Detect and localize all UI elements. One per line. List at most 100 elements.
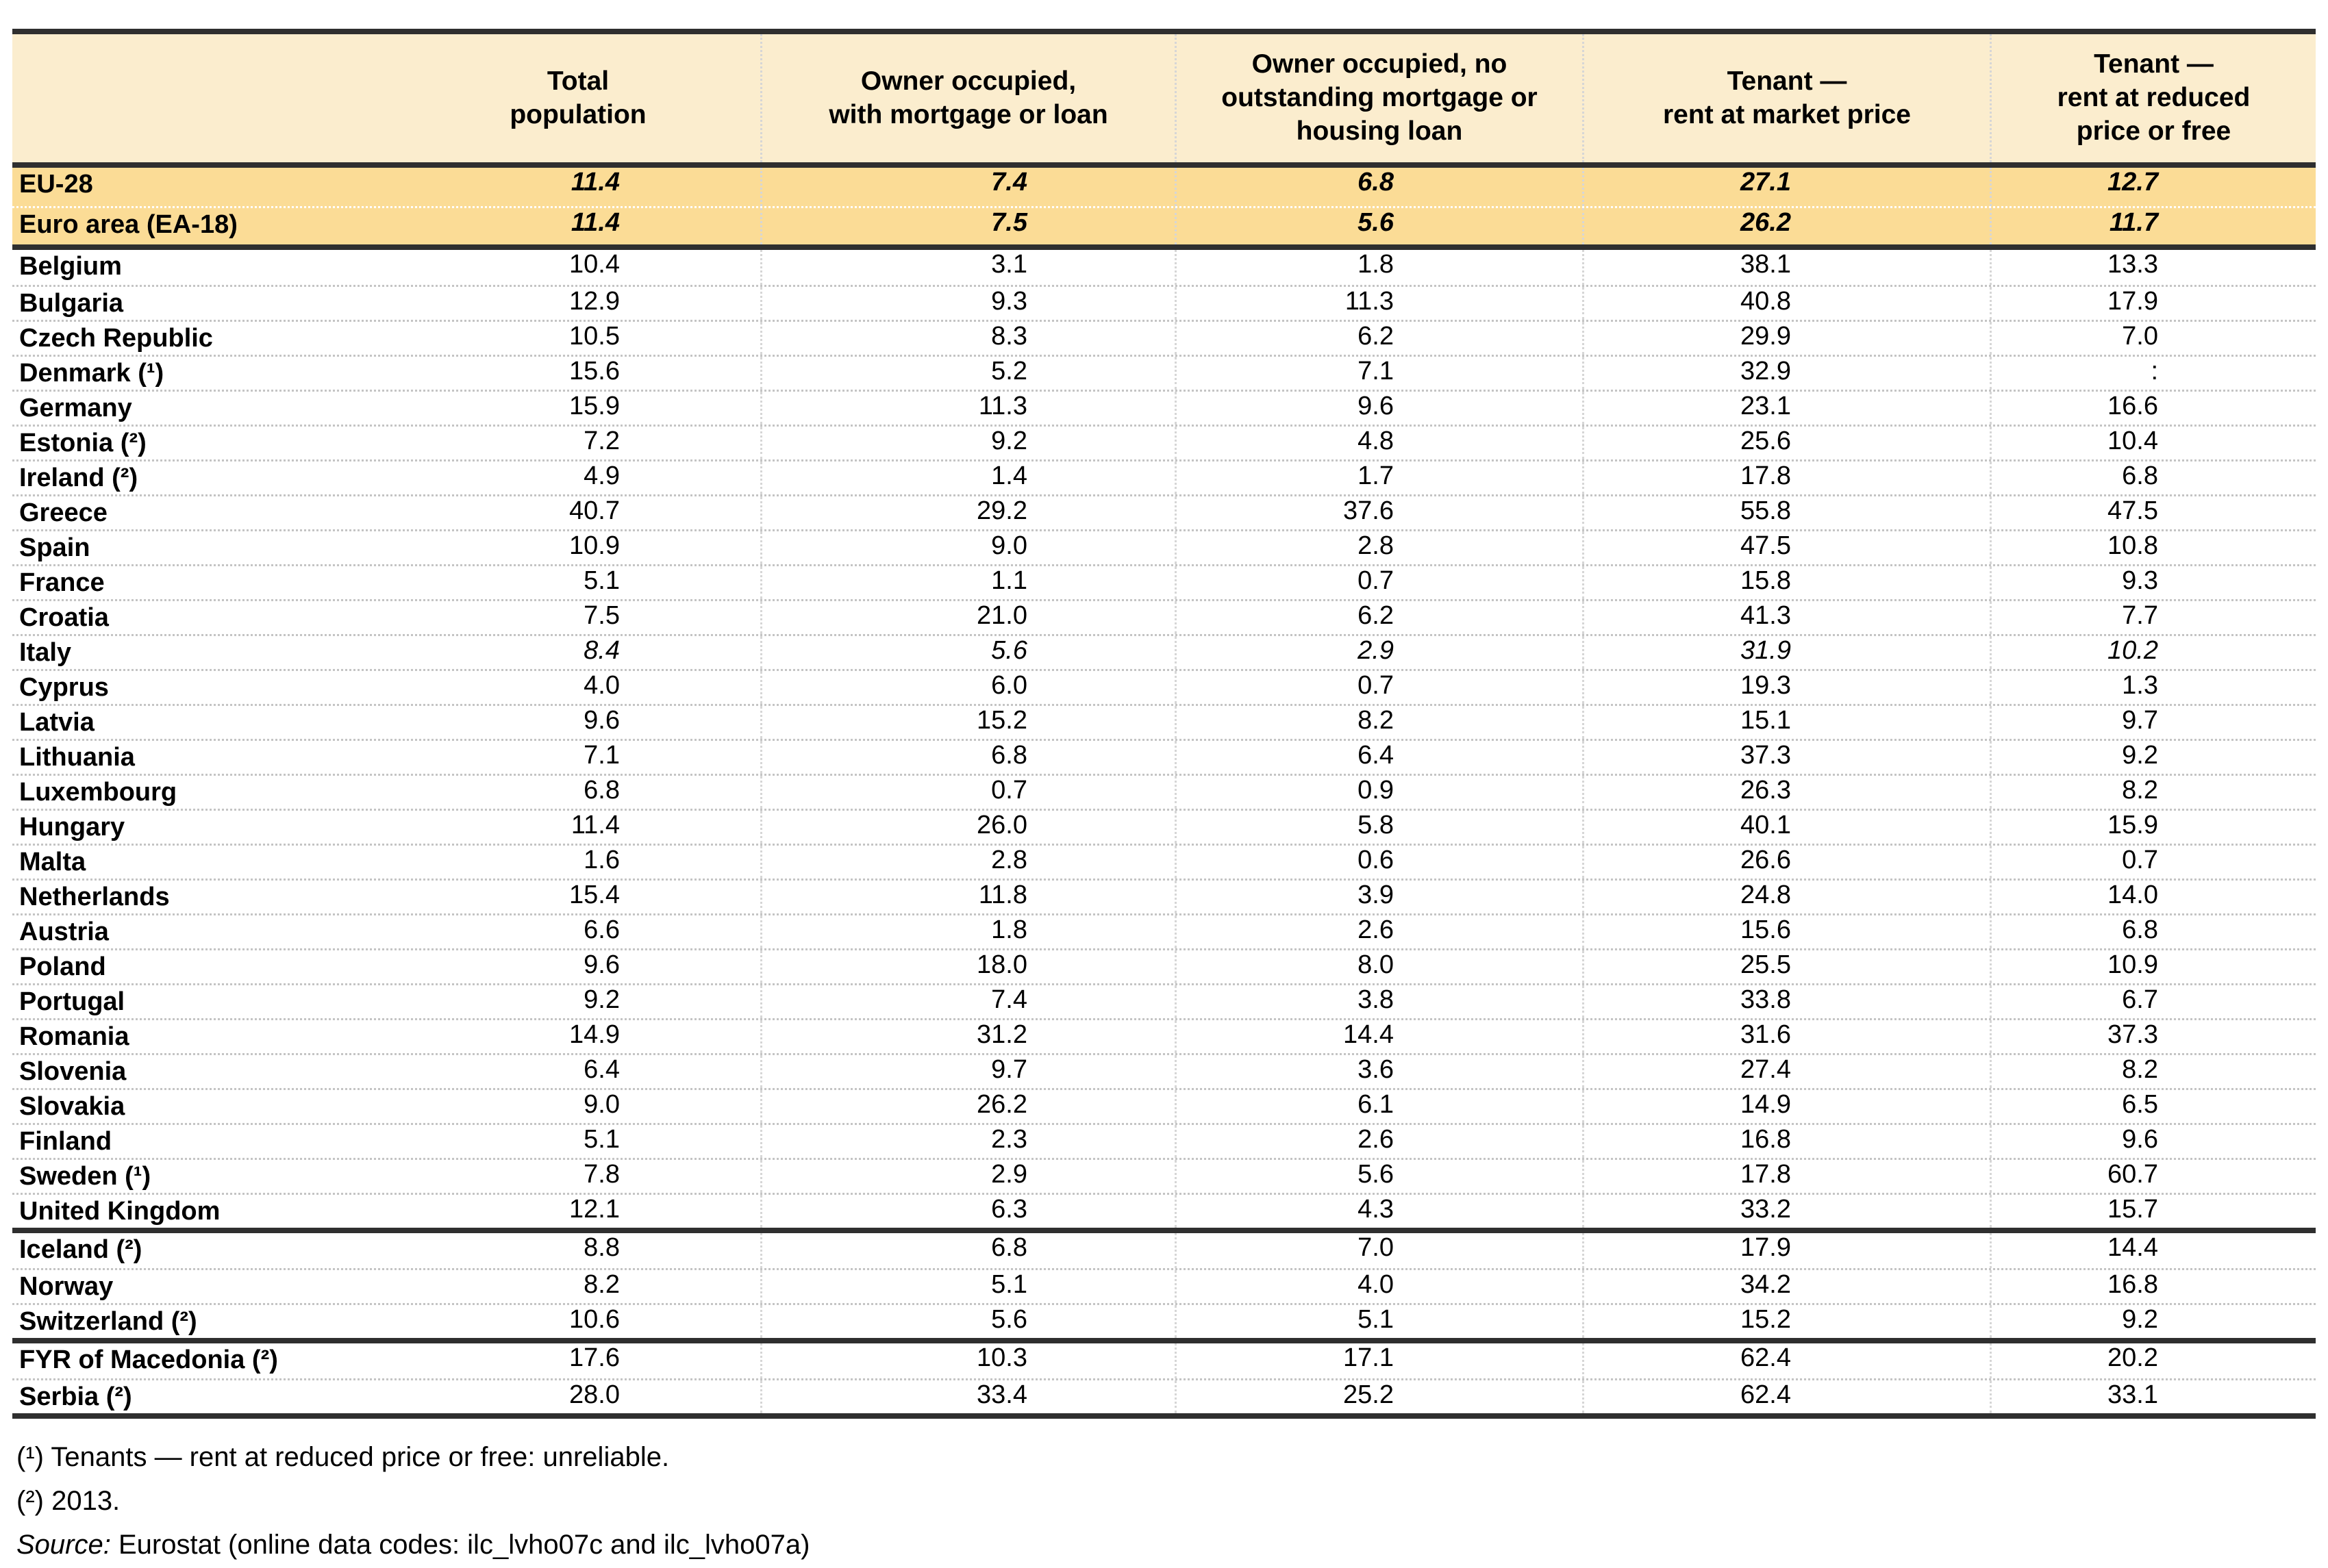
value-cell: 15.6 xyxy=(569,357,620,385)
table-row: United Kingdom 12.1 6.3 4.3 33.2 15.7 xyxy=(12,1193,2316,1228)
value-cell: 9.2 xyxy=(760,427,1175,459)
table-row: Euro area (EA-18) 11.4 7.5 5.6 26.2 11.7 xyxy=(12,206,2316,244)
value-cell: 7.1 xyxy=(584,741,620,770)
table-row: Bulgaria 12.9 9.3 11.3 40.8 17.9 xyxy=(12,285,2316,320)
value-cell: 6.8 xyxy=(1175,168,1582,206)
value-cell: 14.4 xyxy=(1990,1233,2316,1268)
value-cell: 60.7 xyxy=(1990,1160,2316,1193)
value-cell: 33.4 xyxy=(760,1380,1175,1413)
source-text: Eurostat (online data codes: ilc_lvho07c… xyxy=(110,1530,810,1560)
value-cell: 10.2 xyxy=(1990,636,2316,669)
table-row: Lithuania 7.1 6.8 6.4 37.3 9.2 xyxy=(12,739,2316,774)
value-cell: 15.9 xyxy=(1990,811,2316,844)
value-cell: 26.3 xyxy=(1582,776,1990,809)
value-cell: 37.6 xyxy=(1175,496,1582,529)
value-cell: 10.5 xyxy=(569,322,620,351)
value-cell: 5.6 xyxy=(1175,208,1582,244)
country-label: Spain xyxy=(19,533,90,562)
value-cell: 32.9 xyxy=(1582,357,1990,390)
value-cell: 0.9 xyxy=(1175,776,1582,809)
value-cell: 25.6 xyxy=(1582,427,1990,459)
value-cell: 40.8 xyxy=(1582,287,1990,320)
value-cell: 8.2 xyxy=(1990,776,2316,809)
country-label: Germany xyxy=(19,394,132,422)
value-cell: 11.4 xyxy=(571,168,620,197)
value-cell: 31.6 xyxy=(1582,1020,1990,1053)
table-row: Switzerland (²) 10.6 5.6 5.1 15.2 9.2 xyxy=(12,1303,2316,1338)
value-cell: 14.4 xyxy=(1175,1020,1582,1053)
table-section-candidates: FYR of Macedonia (²) 17.6 10.3 17.1 62.4 20.2… xyxy=(12,1338,2316,1413)
value-cell: 1.8 xyxy=(1175,250,1582,285)
country-label: EU-28 xyxy=(19,170,93,199)
value-cell: 40.7 xyxy=(569,496,620,525)
table-row: Czech Republic 10.5 8.3 6.2 29.9 7.0 xyxy=(12,320,2316,355)
value-cell: 0.7 xyxy=(1175,566,1582,599)
value-cell: 18.0 xyxy=(760,950,1175,983)
value-cell: 6.2 xyxy=(1175,322,1582,355)
value-cell: 8.2 xyxy=(1990,1055,2316,1088)
table-row: Cyprus 4.0 6.0 0.7 19.3 1.3 xyxy=(12,669,2316,704)
country-label: Estonia (²) xyxy=(19,429,147,457)
value-cell: 5.1 xyxy=(760,1270,1175,1303)
value-cell: 5.6 xyxy=(760,636,1175,669)
value-cell: 17.1 xyxy=(1175,1343,1582,1378)
value-cell: 6.8 xyxy=(1990,915,2316,948)
country-label: Austria xyxy=(19,918,109,946)
value-cell: 6.7 xyxy=(1990,985,2316,1018)
value-cell: 14.9 xyxy=(569,1020,620,1049)
value-cell: 4.3 xyxy=(1175,1195,1582,1228)
table-section-eu-members: Belgium 10.4 3.1 1.8 38.1 13.3 Bulgaria 12.9 9.3… xyxy=(12,244,2316,1228)
value-cell: 0.7 xyxy=(1990,846,2316,878)
country-label: Croatia xyxy=(19,603,109,632)
value-cell: 7.0 xyxy=(1175,1233,1582,1268)
value-cell: 15.6 xyxy=(1582,915,1990,948)
value-cell: 14.9 xyxy=(1582,1090,1990,1123)
value-cell: 1.4 xyxy=(760,461,1175,494)
country-label: Serbia (²) xyxy=(19,1382,132,1411)
value-cell: 12.1 xyxy=(569,1195,620,1224)
value-cell: 16.6 xyxy=(1990,392,2316,425)
value-cell: 25.2 xyxy=(1175,1380,1582,1413)
country-label: Ireland (²) xyxy=(19,464,138,492)
value-cell: 7.7 xyxy=(1990,601,2316,634)
value-cell: 15.8 xyxy=(1582,566,1990,599)
table-header: Total population Owner occupied, with mo… xyxy=(12,34,2316,168)
country-label: Euro area (EA-18) xyxy=(19,210,238,239)
table-row: Greece 40.7 29.2 37.6 55.8 47.5 xyxy=(12,494,2316,529)
value-cell: 62.4 xyxy=(1582,1343,1990,1378)
table-row: Finland 5.1 2.3 2.6 16.8 9.6 xyxy=(12,1123,2316,1158)
value-cell: 3.1 xyxy=(760,250,1175,285)
value-cell: 15.1 xyxy=(1582,706,1990,739)
country-label: Slovakia xyxy=(19,1092,125,1121)
value-cell: 4.0 xyxy=(584,671,620,700)
table-row: France 5.1 1.1 0.7 15.8 9.3 xyxy=(12,564,2316,599)
value-cell: 29.9 xyxy=(1582,322,1990,355)
value-cell: 5.1 xyxy=(1175,1305,1582,1338)
table-row: Ireland (²) 4.9 1.4 1.7 17.8 6.8 xyxy=(12,459,2316,494)
value-cell: 9.2 xyxy=(1990,1305,2316,1338)
value-cell: 9.6 xyxy=(1175,392,1582,425)
value-cell: 37.3 xyxy=(1990,1020,2316,1053)
value-cell: 62.4 xyxy=(1582,1380,1990,1413)
value-cell: 24.8 xyxy=(1582,881,1990,913)
country-label: Poland xyxy=(19,952,106,981)
table-row: FYR of Macedonia (²) 17.6 10.3 17.1 62.4 20.2 xyxy=(12,1343,2316,1378)
country-label: Lithuania xyxy=(19,743,135,772)
value-cell: 31.9 xyxy=(1582,636,1990,669)
value-cell: 20.2 xyxy=(1990,1343,2316,1378)
value-cell: 12.9 xyxy=(569,287,620,316)
country-label: Netherlands xyxy=(19,883,170,911)
value-cell: 23.1 xyxy=(1582,392,1990,425)
value-cell: 21.0 xyxy=(760,601,1175,634)
value-cell: 27.1 xyxy=(1582,168,1990,206)
value-cell: 1.8 xyxy=(760,915,1175,948)
value-cell: 8.0 xyxy=(1175,950,1582,983)
table-row: Latvia 9.6 15.2 8.2 15.1 9.7 xyxy=(12,704,2316,739)
table-body: EU-28 11.4 7.4 6.8 27.1 12.7 Euro area (EA-18)… xyxy=(12,168,2316,1413)
value-cell: 6.3 xyxy=(760,1195,1175,1228)
table-row: Estonia (²) 7.2 9.2 4.8 25.6 10.4 xyxy=(12,425,2316,459)
value-cell: 6.2 xyxy=(1175,601,1582,634)
value-cell: 7.4 xyxy=(760,985,1175,1018)
table-row: Romania 14.9 31.2 14.4 31.6 37.3 xyxy=(12,1018,2316,1053)
value-cell: 2.8 xyxy=(1175,531,1582,564)
